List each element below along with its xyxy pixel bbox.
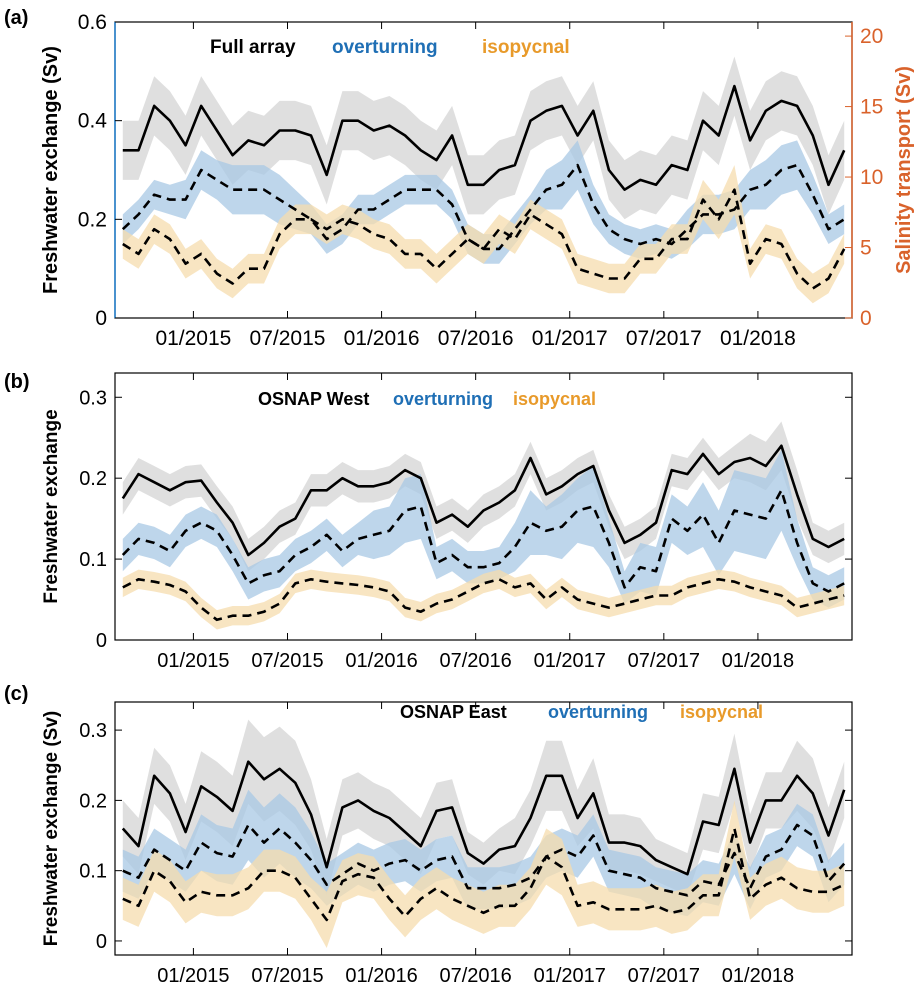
y-axis-label: Freshwater exchange <box>41 409 62 603</box>
x-tick-label: 01/2016 <box>344 327 420 350</box>
y-tick-label: 0.6 <box>78 11 107 34</box>
series-band-overturning <box>122 449 845 608</box>
x-tick-label: 01/2016 <box>345 965 417 987</box>
x-tick-label: 07/2015 <box>250 327 326 350</box>
x-tick-label: 07/2017 <box>628 650 700 672</box>
x-tick-label: 07/2015 <box>251 650 323 672</box>
series-line-isopycnal <box>122 188 846 290</box>
x-tick-label: 07/2016 <box>440 650 512 672</box>
series-line-full-array <box>122 84 846 191</box>
legend-entry-isopycnal: isopycnal <box>482 37 570 58</box>
plot-area <box>121 421 845 630</box>
panel-label: (b) <box>4 371 30 393</box>
x-tick-label: 01/2018 <box>722 965 794 987</box>
series-band-overturning <box>122 140 845 264</box>
series-band-isopycnal <box>122 569 845 630</box>
series-line-isopycnal <box>122 578 845 622</box>
legend-entry-overturning: overturning <box>548 702 648 722</box>
y-tick-label: 0.4 <box>78 110 108 133</box>
legend-entry-isopycnal: isopycnal <box>513 389 596 409</box>
y-axis-label: Freshwater exchange (Sv) <box>41 711 62 946</box>
y2-tick-label: 10 <box>860 166 883 189</box>
y2-tick-label: 5 <box>860 237 872 260</box>
legend-entry-osnap-east: OSNAP East <box>400 702 507 722</box>
x-tick-label: 07/2017 <box>626 327 702 350</box>
y-tick-label: 0.2 <box>79 468 107 490</box>
y-tick-label: 0.1 <box>79 549 107 571</box>
series-line-overturning <box>121 489 845 593</box>
y-tick-label: 0.3 <box>79 720 107 742</box>
y-tick-label: 0.1 <box>79 861 107 883</box>
x-tick-label: 01/2017 <box>534 965 606 987</box>
series-line-isopycnal <box>122 827 845 922</box>
panel-label: (a) <box>4 7 28 29</box>
series-band-full-array <box>122 56 845 220</box>
series-band-osnap-east <box>122 719 845 896</box>
y-tick-label: 0 <box>95 307 107 330</box>
panel-a: 0 0.2 0.4 0.6 0 5 10 15 20 Salinity transport (Sv… <box>4 7 915 350</box>
series-band-isopycnal <box>122 165 845 304</box>
x-tick-label: 01/2015 <box>157 650 229 672</box>
axes-box <box>114 372 853 641</box>
y2-axis-label: Salinity transport (Sv) <box>893 66 915 274</box>
x-tick-label: 01/2015 <box>157 965 229 987</box>
x-tick-label: 01/2017 <box>532 327 608 350</box>
legend-entry-full-array: Full array <box>210 37 296 58</box>
x-tick-label: 07/2017 <box>628 965 700 987</box>
series-line-overturning <box>121 163 845 251</box>
x-tick-label: 01/2017 <box>534 650 606 672</box>
series-line-osnap-east <box>121 760 846 876</box>
series-line-osnap-west <box>121 444 845 557</box>
axes-box <box>114 701 853 956</box>
series-band-osnap-west <box>122 421 845 572</box>
series-band-isopycnal <box>122 800 845 948</box>
y2-tick-label: 20 <box>860 25 883 48</box>
x-tick-label: 07/2016 <box>438 327 514 350</box>
x-tick-label: 01/2015 <box>155 327 231 350</box>
x-tick-label: 01/2016 <box>345 650 417 672</box>
y2-tick-label: 0 <box>860 307 872 330</box>
panel-b: 0 0.1 0.2 0.3 01/2015 07/2015 01/2016 07/2016 01… <box>4 371 853 672</box>
plot-area <box>121 719 846 948</box>
y-axis-label: Freshwater exchange (Sv) <box>40 46 62 294</box>
plot-area <box>121 56 846 304</box>
panel-label: (c) <box>4 683 28 705</box>
x-tick-label: 01/2018 <box>722 650 794 672</box>
x-tick-label: 01/2018 <box>720 327 796 350</box>
y-tick-label: 0 <box>96 630 107 652</box>
series-line-overturning <box>122 823 846 897</box>
legend-entry-overturning: overturning <box>393 389 493 409</box>
y-tick-label: 0.2 <box>79 790 107 812</box>
x-tick-label: 07/2016 <box>440 965 512 987</box>
legend-entry-overturning: overturning <box>332 37 438 58</box>
legend-entry-isopycnal: isopycnal <box>680 702 763 722</box>
y2-tick-label: 15 <box>860 96 883 119</box>
y-tick-label: 0.3 <box>79 387 107 409</box>
y-tick-label: 0.2 <box>78 208 107 231</box>
y-tick-label: 0 <box>96 931 107 953</box>
series-band-overturning <box>122 789 845 917</box>
legend-entry-osnap-west: OSNAP West <box>258 389 369 409</box>
panel-c: 0 0.1 0.2 0.3 01/2015 07/2015 01/2016 07/2016 01… <box>4 683 853 987</box>
x-tick-label: 07/2015 <box>251 965 323 987</box>
